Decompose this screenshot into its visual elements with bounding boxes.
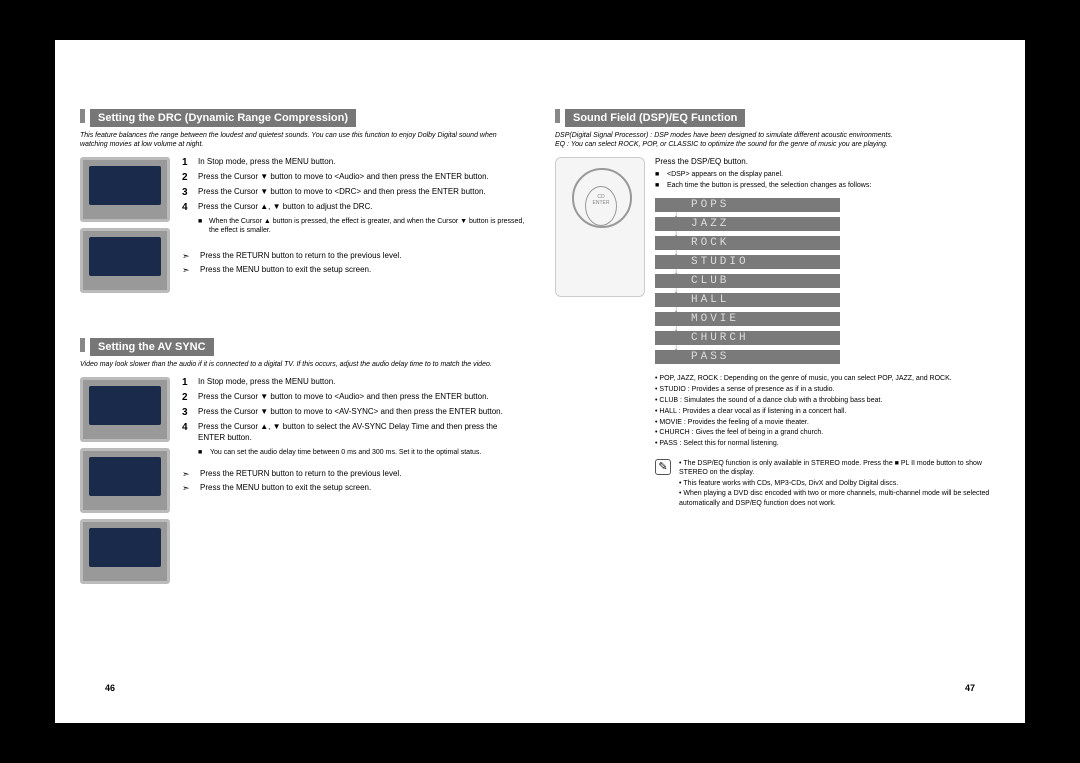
dsp-bullet: <DSP> appears on the display panel. [667,170,783,179]
dsp-mode: CLUB [655,274,840,288]
avsync-step: Press the Cursor ▼ button to move to <Au… [198,392,525,403]
dsp-mode: MOVIE [655,312,840,326]
dsp-mode: STUDIO [655,255,840,269]
tv-screenshot-thumb [80,228,170,293]
avsync-nav: Press the MENU button to exit the setup … [200,483,371,492]
section-heading-drc: Setting the DRC (Dynamic Range Compressi… [90,109,356,127]
avsync-sub-bullet: You can set the audio delay time between… [210,448,481,457]
drc-step: In Stop mode, press the MENU button. [198,157,525,168]
dsp-mode: POPS [655,198,840,212]
dsp-mode: JAZZ [655,217,840,231]
note-icon: ✎ [655,459,671,475]
remote-control-thumb [555,157,645,297]
dsp-mode: ROCK [655,236,840,250]
avsync-intro: Video may look slower than the audio if … [80,360,525,369]
drc-nav: Press the MENU button to exit the setup … [200,265,371,274]
tv-screenshot-thumb [80,157,170,222]
drc-step: Press the Cursor ▼ button to move to <DR… [198,187,525,198]
section-heading-avsync: Setting the AV SYNC [90,338,214,356]
dsp-mode: HALL [655,293,840,307]
drc-step: Press the Cursor ▼ button to move to <Au… [198,172,525,183]
avsync-step: Press the Cursor ▼ button to move to <AV… [198,407,525,418]
avsync-nav: Press the RETURN button to return to the… [200,469,401,478]
tv-screenshot-thumb [80,519,170,584]
page-number-left: 46 [105,683,115,693]
avsync-step: In Stop mode, press the MENU button. [198,377,525,388]
dsp-description-list: POP, JAZZ, ROCK : Depending on the genre… [655,374,1000,449]
page-number-right: 47 [965,683,975,693]
drc-nav: Press the RETURN button to return to the… [200,251,401,260]
dsp-press-line: Press the DSP/EQ button. [655,157,1000,166]
drc-intro: This feature balances the range between … [80,131,525,149]
dsp-bullet: Each time the button is pressed, the sel… [667,181,871,190]
section-heading-dsp: Sound Field (DSP)/EQ Function [565,109,745,127]
drc-step: Press the Cursor ▲, ▼ button to adjust t… [198,202,525,213]
avsync-step: Press the Cursor ▲, ▼ button to select t… [198,422,525,444]
dsp-mode-chain: POPS JAZZ ROCK STUDIO CLUB HALL MOVIE CH… [655,198,1000,364]
dsp-mode: PASS [655,350,840,364]
dsp-note-box: ✎ The DSP/EQ function is only available … [655,459,1000,509]
dsp-mode: CHURCH [655,331,840,345]
tv-screenshot-thumb [80,377,170,442]
drc-sub-bullet: When the Cursor ▲ button is pressed, the… [209,217,525,235]
dsp-intro: DSP(Digital Signal Processor) : DSP mode… [555,131,1000,149]
tv-screenshot-thumb [80,448,170,513]
